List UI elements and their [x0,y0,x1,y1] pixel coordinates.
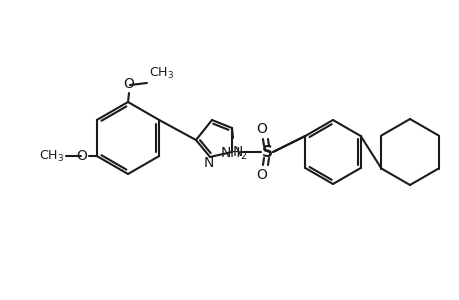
Text: N: N [233,145,243,159]
Text: CH$_3$: CH$_3$ [149,66,174,81]
Text: O: O [123,77,134,91]
Text: O: O [256,122,267,136]
Text: S: S [261,145,272,160]
Text: N: N [203,156,214,170]
Text: O: O [256,168,267,182]
Text: CH$_3$: CH$_3$ [39,148,64,164]
Text: NH$_2$: NH$_2$ [220,146,247,162]
Text: O: O [76,149,87,163]
